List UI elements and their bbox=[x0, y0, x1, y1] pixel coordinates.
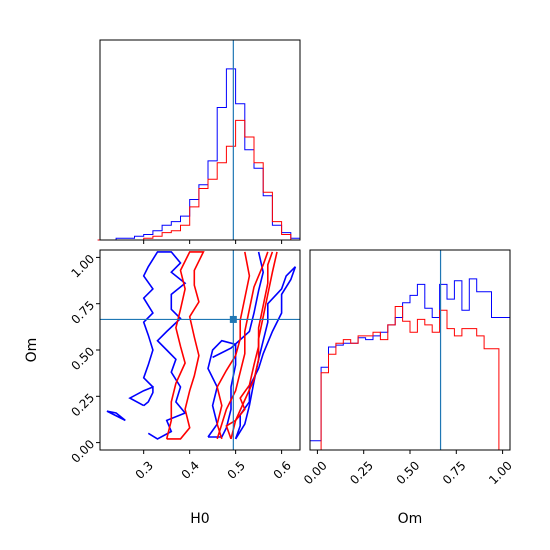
joint-ytick-label-0: 0.00 bbox=[68, 437, 97, 466]
contour-7 bbox=[165, 251, 205, 440]
contour-1 bbox=[128, 385, 154, 407]
om-marginal-xtick-label-1: 0.25 bbox=[347, 458, 376, 487]
om-hist-step-1 bbox=[310, 306, 510, 451]
joint-xtick-label-1: 0.4 bbox=[179, 458, 202, 481]
joint-panel: 0.3 0.4 0.5 0.6 0.00 0.25 0.50 0.75 1.00 bbox=[68, 249, 301, 482]
joint-xtick-label-3: 0.6 bbox=[271, 458, 294, 481]
contour-4 bbox=[234, 266, 296, 440]
joint-xtick-label-2: 0.5 bbox=[225, 458, 248, 481]
om-marginal-xtick-label-2: 0.50 bbox=[394, 458, 423, 487]
h0-marginal-frame bbox=[99, 39, 301, 241]
joint-ytick-label-1: 0.25 bbox=[68, 391, 97, 420]
om-marginal-xtick-label-3: 0.75 bbox=[440, 458, 469, 487]
joint-ytick-label-4: 1.00 bbox=[68, 252, 97, 281]
joint-xtick-label-0: 0.3 bbox=[133, 458, 156, 481]
h0-hist-step-0 bbox=[97, 68, 300, 241]
contour-lines bbox=[100, 250, 300, 450]
om-marginal-xtick-label-0: 0.00 bbox=[301, 458, 330, 487]
y-axis-label-om: Om bbox=[24, 338, 40, 363]
om-marginal-frame bbox=[309, 249, 511, 451]
contour-10 bbox=[225, 251, 274, 440]
contour-11 bbox=[216, 251, 251, 440]
om-marginal-xtick-label-4: 1.00 bbox=[486, 458, 515, 487]
h0-hist-bars bbox=[97, 40, 300, 241]
joint-ytick-label-3: 0.75 bbox=[68, 298, 97, 327]
contour-0 bbox=[106, 410, 126, 422]
h0-marginal-panel bbox=[97, 39, 301, 244]
contour-8 bbox=[216, 251, 269, 440]
om-hist-step-0 bbox=[309, 278, 510, 450]
om-marginal-ticks: 0.00 0.25 0.50 0.75 1.00 bbox=[301, 450, 515, 487]
contour-2 bbox=[142, 251, 187, 440]
h0-hist-step-1 bbox=[97, 119, 300, 241]
om-marginal-panel: 0.00 0.25 0.50 0.75 1.00 bbox=[301, 249, 515, 487]
contour-6 bbox=[212, 251, 265, 359]
x-axis-label-h0: H0 bbox=[190, 511, 209, 527]
truth-marker bbox=[229, 315, 237, 323]
contour-5 bbox=[234, 266, 297, 440]
om-hist-bars bbox=[309, 250, 510, 451]
joint-ytick-label-2: 0.50 bbox=[68, 344, 97, 373]
x-axis-label-om: Om bbox=[398, 511, 423, 527]
h0-marginal-ticks bbox=[143, 240, 283, 244]
